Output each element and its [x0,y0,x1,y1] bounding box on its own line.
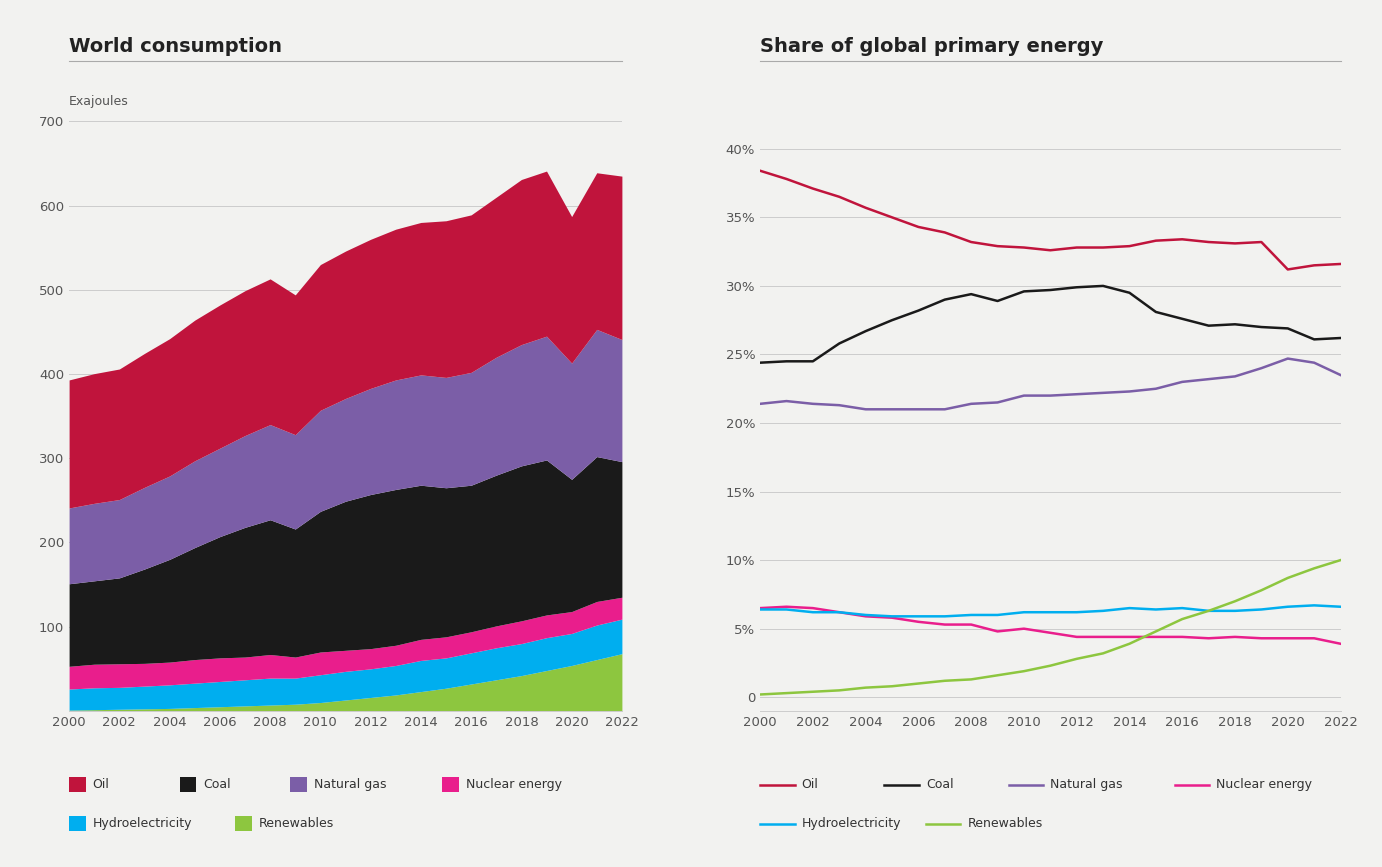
Text: Share of global primary energy: Share of global primary energy [760,37,1103,56]
Text: Oil: Oil [802,779,818,791]
Text: Oil: Oil [93,779,109,791]
Text: Nuclear energy: Nuclear energy [1216,779,1312,791]
Text: Nuclear energy: Nuclear energy [466,779,561,791]
Text: Natural gas: Natural gas [314,779,386,791]
Text: Coal: Coal [203,779,231,791]
Text: Renewables: Renewables [258,818,333,830]
Text: Natural gas: Natural gas [1050,779,1122,791]
Text: Exajoules: Exajoules [69,95,129,108]
Text: World consumption: World consumption [69,37,282,56]
Text: Hydroelectricity: Hydroelectricity [802,818,901,830]
Text: Coal: Coal [926,779,954,791]
Text: Hydroelectricity: Hydroelectricity [93,818,192,830]
Text: Renewables: Renewables [967,818,1042,830]
